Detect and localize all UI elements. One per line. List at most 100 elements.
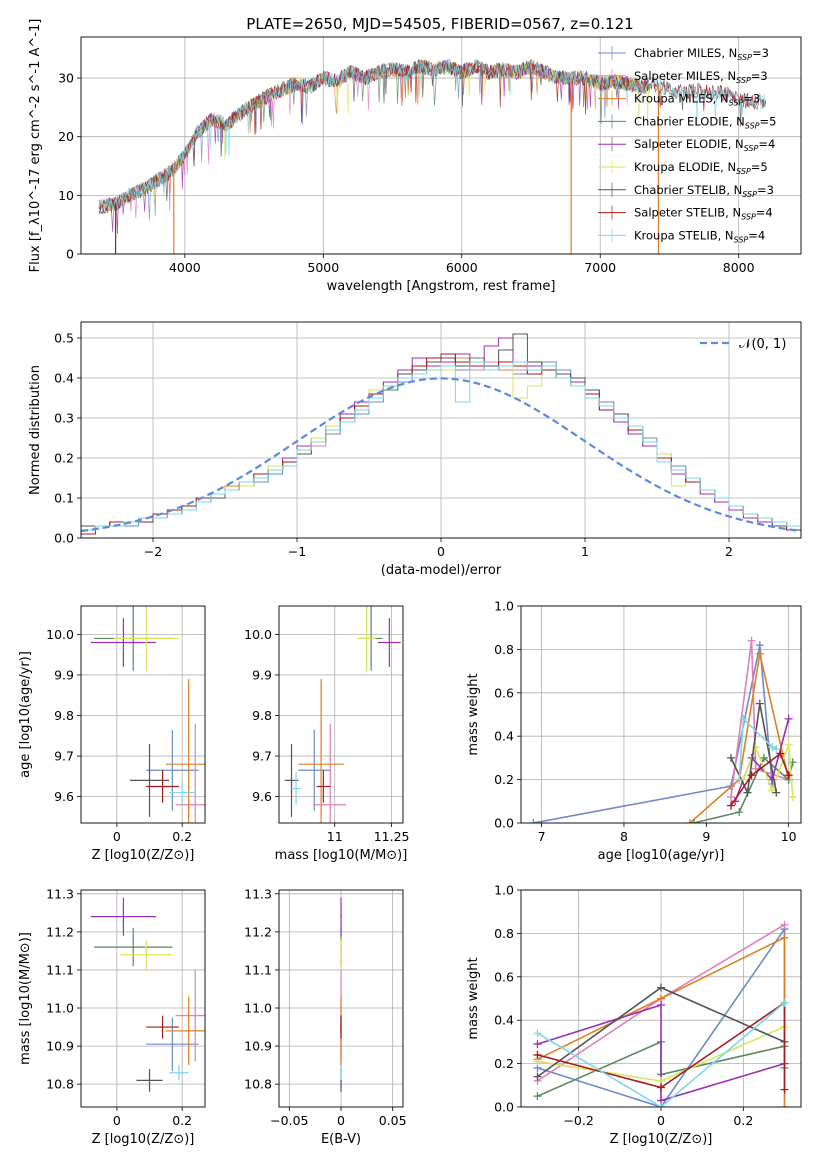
x-tick-label: 0.2 bbox=[172, 1113, 192, 1128]
x-tick-label: −1 bbox=[288, 544, 306, 559]
spectrum-line bbox=[98, 59, 767, 212]
x-axis-label: age [log10(age/yr)] bbox=[598, 848, 725, 863]
data-point bbox=[313, 769, 316, 772]
weight-marker bbox=[788, 792, 797, 801]
panel-mass-vs-Z: 0 0.2 10.8 10.9 11.0 11.1 11.2 11.3 Z [log10(Z/Z… bbox=[18, 886, 206, 1147]
x-tick-label: 0.05 bbox=[379, 1113, 407, 1128]
plot-area bbox=[340, 897, 342, 1092]
spectrum-line bbox=[98, 59, 649, 235]
weight-line bbox=[730, 752, 790, 807]
x-tick-label: −0.05 bbox=[270, 1113, 308, 1128]
data-point bbox=[290, 779, 293, 782]
y-tick-label: 9.7 bbox=[252, 749, 272, 764]
panel-residual-hist: −2 −1 0 1 2 0.0 0.1 0.2 0.3 0.4 0.5 (data-model)/er… bbox=[28, 321, 802, 578]
data-point bbox=[320, 763, 322, 765]
weight-marker bbox=[768, 775, 777, 784]
data-point bbox=[194, 803, 197, 806]
weight-marker bbox=[784, 771, 793, 780]
y-tick-label: 30 bbox=[58, 71, 74, 86]
x-tick-label: 11.25 bbox=[374, 829, 410, 844]
legend-label: Chabrier ELODIE, NSSP=5 bbox=[634, 114, 776, 130]
weight-marker bbox=[768, 786, 777, 795]
weight-marker bbox=[780, 998, 789, 1007]
spectrum-line bbox=[98, 59, 767, 215]
spectrum-line bbox=[98, 58, 767, 215]
weight-marker bbox=[755, 641, 764, 650]
data-point bbox=[340, 915, 342, 918]
y-tick-label: 9.8 bbox=[252, 708, 272, 723]
x-tick-label: 5000 bbox=[307, 260, 339, 275]
plot-area bbox=[90, 897, 205, 1092]
data-point bbox=[132, 946, 135, 948]
axes-frame bbox=[278, 889, 404, 1108]
weight-marker bbox=[533, 1040, 542, 1049]
legend-label: Kroupa ELODIE, NSSP=5 bbox=[634, 160, 768, 176]
weight-marker bbox=[768, 743, 777, 752]
weight-line bbox=[537, 1001, 786, 1090]
y-tick-label: 10.8 bbox=[244, 1077, 272, 1092]
data-point bbox=[295, 787, 297, 790]
figure-title: PLATE=2650, MJD=54505, FIBERID=0567, z=0… bbox=[246, 15, 633, 33]
y-tick-label: 0.4 bbox=[494, 1013, 514, 1028]
x-axis-label: Z [log10(Z/Z⊙)] bbox=[610, 1132, 713, 1147]
axes-frame bbox=[278, 605, 404, 824]
weight-marker bbox=[727, 792, 735, 801]
spectrum-legend: Chabrier MILES, NSSP=3 Salpeter MILES, NS… bbox=[598, 46, 776, 244]
data-point bbox=[171, 769, 174, 772]
y-tick-label: 0.6 bbox=[494, 685, 514, 700]
data-point bbox=[122, 915, 125, 918]
weight-marker bbox=[735, 775, 744, 784]
x-axis-label: Z [log10(Z/Z⊙)] bbox=[92, 1132, 195, 1147]
x-tick-label: 0 bbox=[657, 1113, 665, 1128]
axes-frame bbox=[520, 889, 802, 1108]
weight-marker bbox=[784, 714, 793, 723]
x-tick-label: 8 bbox=[620, 829, 628, 844]
y-tick-label: 0.2 bbox=[494, 1056, 514, 1071]
y-tick-label: 0.5 bbox=[54, 331, 74, 346]
x-tick-label: 8000 bbox=[723, 260, 755, 275]
weight-line bbox=[537, 1003, 785, 1102]
legend-label: Chabrier MILES, NSSP=3 bbox=[634, 46, 769, 62]
weight-marker bbox=[529, 819, 538, 823]
axes-frame bbox=[520, 605, 802, 824]
weight-marker bbox=[755, 699, 764, 708]
x-tick-label: 0.2 bbox=[733, 1113, 753, 1128]
y-tick-label: 0.0 bbox=[494, 816, 514, 831]
histogram-step bbox=[81, 361, 801, 531]
y-tick-label: 11.3 bbox=[46, 886, 74, 901]
y-tick-label: 1.0 bbox=[494, 883, 514, 898]
y-axis-label: Flux [f_λ10^-17 erg cm^-2 s^-1 A^-1] bbox=[28, 19, 43, 273]
y-axis-label: mass [log10(M/M⊙)] bbox=[18, 932, 33, 1065]
panel-weight-vs-age: 7 8 9 10 0.0 0.2 0.4 0.6 0.8 1.0 age [log10(age/yr… bbox=[466, 599, 802, 863]
data-point bbox=[145, 953, 148, 956]
y-tick-label: 11.1 bbox=[244, 962, 272, 977]
x-axis-label: E(B-V) bbox=[321, 1132, 361, 1147]
y-tick-label: 0.4 bbox=[54, 371, 74, 386]
weight-marker bbox=[780, 1103, 789, 1107]
weight-marker bbox=[739, 714, 748, 723]
data-point bbox=[187, 1030, 190, 1032]
y-tick-label: 11.0 bbox=[46, 1001, 74, 1016]
y-tick-label: 0.2 bbox=[494, 772, 514, 787]
y-tick-label: 0.0 bbox=[54, 531, 74, 546]
x-axis-label: mass [log10(M/M⊙)] bbox=[275, 848, 408, 863]
weight-marker bbox=[747, 771, 756, 780]
weight-marker bbox=[780, 933, 789, 942]
weight-marker bbox=[657, 1103, 665, 1107]
axes-frame bbox=[80, 321, 802, 539]
x-tick-label: 0 bbox=[113, 1113, 121, 1128]
panel-spectrum: 4000 5000 6000 7000 8000 0 10 20 30 wavelength [A… bbox=[28, 19, 802, 294]
weight-marker bbox=[533, 1092, 542, 1101]
y-tick-label: 9.6 bbox=[54, 789, 74, 804]
y-tick-label: 10.8 bbox=[46, 1077, 74, 1092]
y-axis-label: mass weight bbox=[466, 957, 481, 1039]
y-tick-label: 11.3 bbox=[244, 886, 272, 901]
x-tick-label: 6000 bbox=[446, 260, 478, 275]
plot-area bbox=[90, 606, 205, 823]
weight-line bbox=[689, 653, 790, 823]
y-tick-label: 9.8 bbox=[54, 708, 74, 723]
y-tick-label: 0.6 bbox=[494, 969, 514, 984]
weight-marker bbox=[533, 1050, 542, 1059]
y-tick-label: 10.9 bbox=[46, 1039, 74, 1054]
y-tick-label: 0.3 bbox=[54, 411, 74, 426]
